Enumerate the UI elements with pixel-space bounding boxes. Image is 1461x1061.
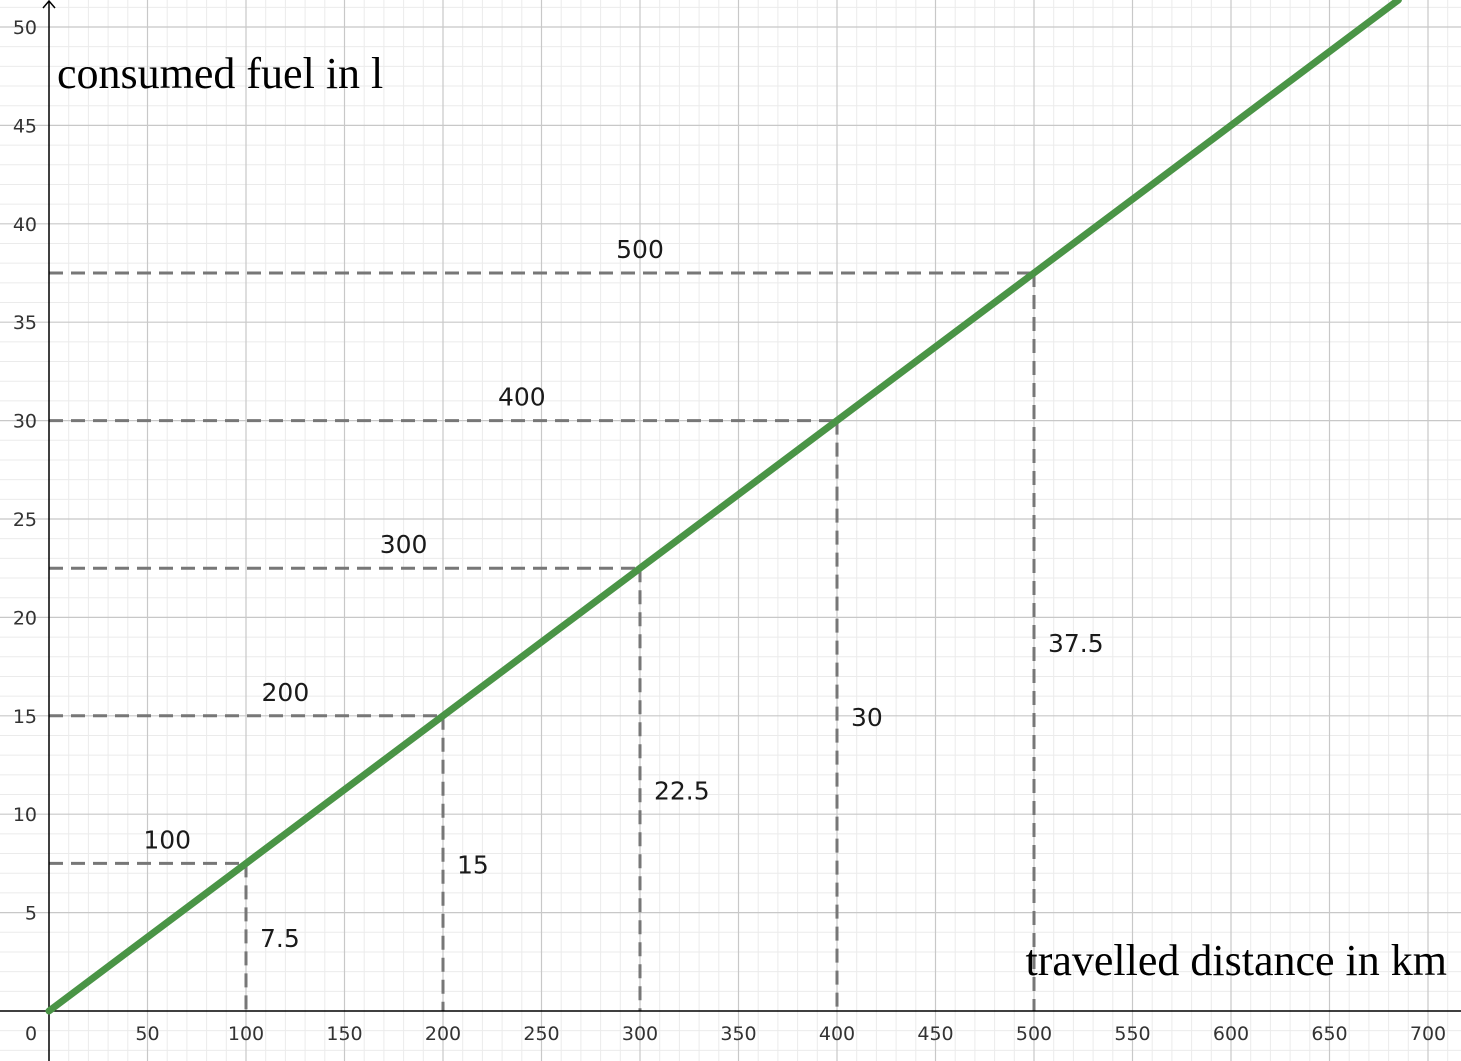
y-axis-title: consumed fuel in l: [57, 49, 383, 98]
y-tick-label: 20: [13, 607, 37, 629]
x-tick-label: 50: [135, 1023, 159, 1045]
x-tick-label: 400: [819, 1023, 855, 1045]
x-tick-label: 450: [917, 1023, 953, 1045]
fuel-label: 7.5: [260, 924, 300, 953]
x-axis-title: travelled distance in km: [1025, 936, 1447, 985]
distance-label: 200: [262, 678, 310, 707]
x-tick-label: 600: [1213, 1023, 1249, 1045]
distance-label: 400: [498, 383, 546, 412]
series-line-fuel: [45, 0, 1402, 1015]
distance-label: 500: [616, 235, 664, 264]
y-tick-label: 10: [13, 804, 37, 826]
point-labels: 100 7.5 200 15 300 22.5 400 30 500 37.5: [143, 235, 1103, 953]
x-tick-label: 300: [622, 1023, 658, 1045]
y-tick-label: 35: [13, 312, 37, 334]
y-tick-label: 15: [13, 706, 37, 728]
x-tick-label: 650: [1311, 1023, 1347, 1045]
x-tick-label: 500: [1016, 1023, 1052, 1045]
guide-lines: [49, 271, 1036, 1011]
distance-label: 300: [380, 530, 428, 559]
fuel-label: 15: [457, 850, 489, 879]
x-tick-label: 150: [326, 1023, 362, 1045]
series-group: [45, 0, 1402, 1015]
fuel-label: 30: [851, 703, 883, 732]
x-tick-label: 100: [228, 1023, 264, 1045]
y-tick-label: 30: [13, 411, 37, 433]
x-tick-label: 550: [1114, 1023, 1150, 1045]
x-tick-label: 350: [720, 1023, 756, 1045]
y-tick-label: 40: [13, 214, 37, 236]
x-tick-label: 700: [1410, 1023, 1446, 1045]
tick-labels: 0 50 100 150 200 250 300 350 400 450 500 550 600 650 7…: [13, 17, 1446, 1045]
y-tick-label: 50: [13, 17, 37, 39]
y-tick-label: 25: [13, 509, 37, 531]
y-tick-label: 5: [25, 903, 37, 925]
x-tick-label: 250: [523, 1023, 559, 1045]
y-tick-label: 45: [13, 115, 37, 137]
distance-label: 100: [143, 825, 191, 854]
x-tick-label: 200: [425, 1023, 461, 1045]
x-tick-label: 0: [25, 1023, 37, 1045]
fuel-label: 37.5: [1048, 629, 1104, 658]
y-axis-arrow: [42, 0, 56, 9]
fuel-label: 22.5: [654, 777, 710, 806]
